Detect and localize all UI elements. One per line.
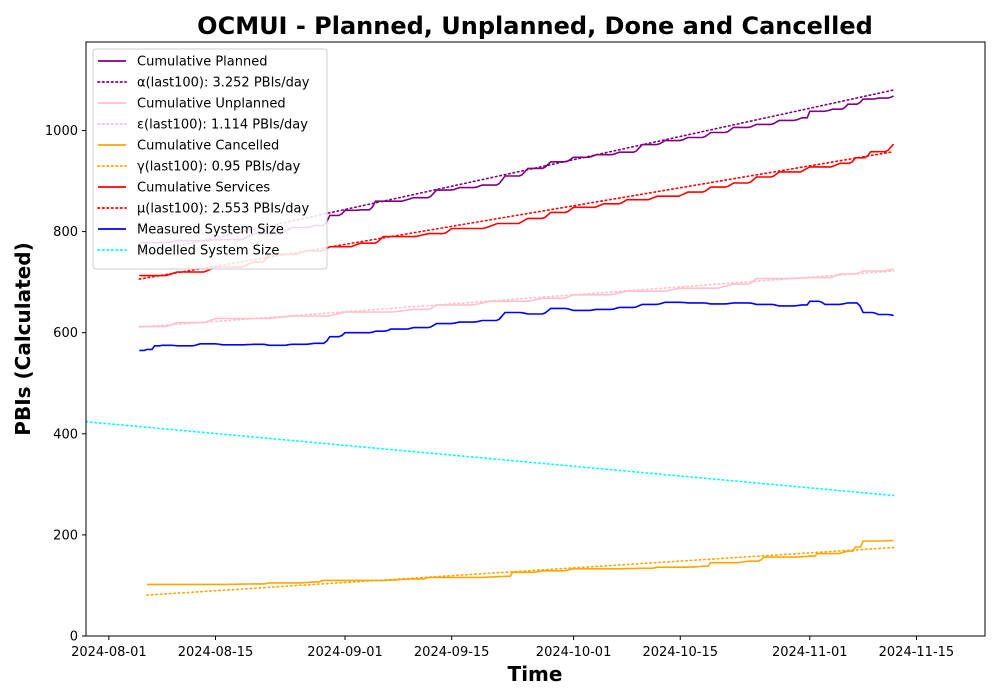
series-line-measured-system-size <box>139 300 894 352</box>
y-tick-label: 0 <box>70 630 78 645</box>
y-tick-label: 1000 <box>45 124 78 139</box>
legend-label-last100-1-114-pbis-day: ε(last100): 1.114 PBIs/day <box>137 118 308 133</box>
legend-label-measured-system-size: Measured System Size <box>137 223 284 238</box>
legend-label-cumulative-cancelled: Cumulative Cancelled <box>137 139 279 154</box>
series-line-last100-1-114-pbis-day <box>138 270 895 328</box>
x-tick-label: 2024-10-01 <box>536 645 612 660</box>
x-axis: 2024-08-01 2024-08-15 2024-09-01 2024-09-15… <box>71 636 954 660</box>
x-tick-label: 2024-08-01 <box>71 645 147 660</box>
x-tick-label: 2024-11-15 <box>879 645 955 660</box>
chart-title: OCMUI - Planned, Unplanned, Done and Can… <box>197 12 873 40</box>
x-tick-label: 2024-09-01 <box>307 645 383 660</box>
y-axis: 0 200 400 600 800 1000 <box>45 124 86 645</box>
series-line-last100-0-95-pbis-day <box>146 546 895 596</box>
x-tick-label: 2024-08-15 <box>178 645 254 660</box>
x-axis-label: Time <box>508 662 563 686</box>
legend-label-last100-3-252-pbis-day: α(last100): 3.252 PBIs/day <box>137 76 310 91</box>
x-tick-label: 2024-10-15 <box>642 645 718 660</box>
legend-label-cumulative-services: Cumulative Services <box>137 181 270 196</box>
legend-label-last100-2-553-pbis-day: μ(last100): 2.553 PBIs/day <box>137 202 309 217</box>
legend-label-last100-0-95-pbis-day: γ(last100): 0.95 PBIs/day <box>137 160 301 175</box>
y-tick-label: 600 <box>53 326 78 341</box>
y-tick-label: 400 <box>53 427 78 442</box>
series-line-last100-3-252-pbis-day <box>138 89 895 256</box>
legend-box <box>92 48 328 270</box>
legend-label-cumulative-unplanned: Cumulative Unplanned <box>137 97 286 112</box>
y-tick-label: 800 <box>53 225 78 240</box>
y-axis-label: PBIs (Calculated) <box>11 242 35 435</box>
y-tick-label: 200 <box>53 528 78 543</box>
legend: Cumulative Planned α(last100): 3.252 PBIs… <box>92 48 328 270</box>
legend-label-cumulative-planned: Cumulative Planned <box>137 55 267 70</box>
series-line-modelled-system-size <box>85 420 895 497</box>
plot-frame <box>85 41 986 637</box>
legend-label-modelled-system-size: Modelled System Size <box>137 244 279 259</box>
x-tick-label: 2024-11-01 <box>772 645 848 660</box>
series-line-cumulative-cancelled <box>146 539 894 586</box>
x-tick-label: 2024-09-15 <box>414 645 490 660</box>
